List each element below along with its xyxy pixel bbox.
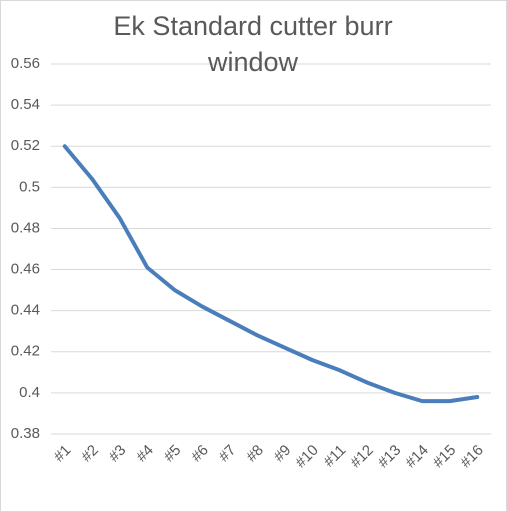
- y-tick-label: 0.56: [11, 55, 40, 72]
- y-tick-label: 0.42: [11, 343, 40, 360]
- y-tick-label: 0.48: [11, 219, 40, 236]
- chart-title: Ek Standard cutter burr window: [113, 11, 393, 77]
- y-tick-label: 0.38: [11, 425, 40, 442]
- y-tick-label: 0.52: [11, 137, 40, 154]
- y-tick-label: 0.44: [11, 302, 40, 319]
- y-tick-label: 0.46: [11, 261, 40, 278]
- line-series: [62, 144, 480, 404]
- y-tick-label: 0.5: [19, 178, 40, 195]
- y-tick-label: 0.4: [19, 384, 40, 401]
- y-tick-label: 0.54: [11, 96, 40, 113]
